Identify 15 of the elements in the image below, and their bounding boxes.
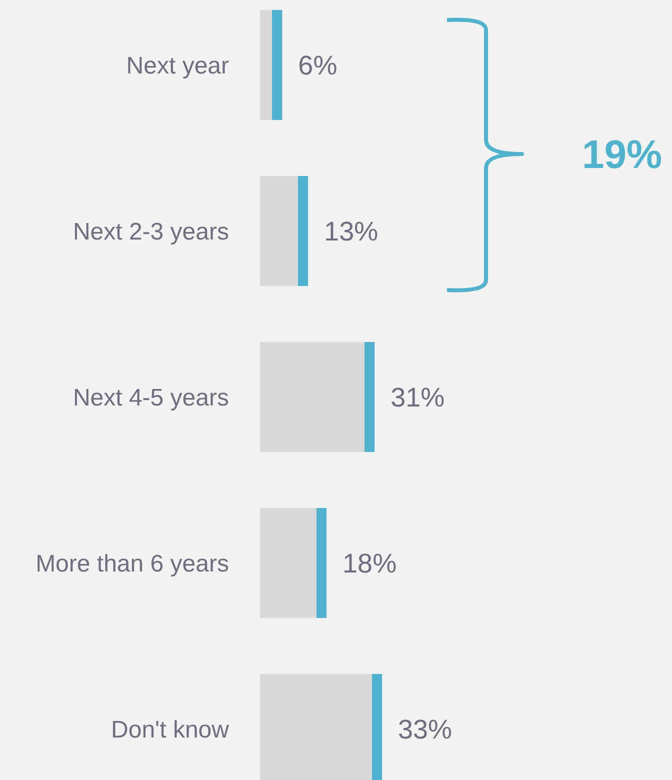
bar — [260, 176, 308, 286]
y-tick-label: Don't know — [111, 716, 230, 744]
data-label: 18% — [342, 548, 397, 579]
bar — [260, 508, 327, 618]
bar — [260, 342, 375, 452]
data-label: 31% — [390, 382, 445, 413]
y-tick-label: Next 2-3 years — [72, 218, 229, 246]
data-label: 6% — [298, 50, 338, 81]
y-tick-label: More than 6 years — [36, 550, 229, 578]
y-tick-label: Next year — [126, 52, 230, 80]
text: 19% — [582, 133, 662, 177]
y-tick-label: Next 4-5 years — [72, 384, 229, 412]
data-label: 33% — [398, 714, 452, 745]
bar — [260, 10, 282, 120]
data-label: 13% — [324, 216, 378, 247]
